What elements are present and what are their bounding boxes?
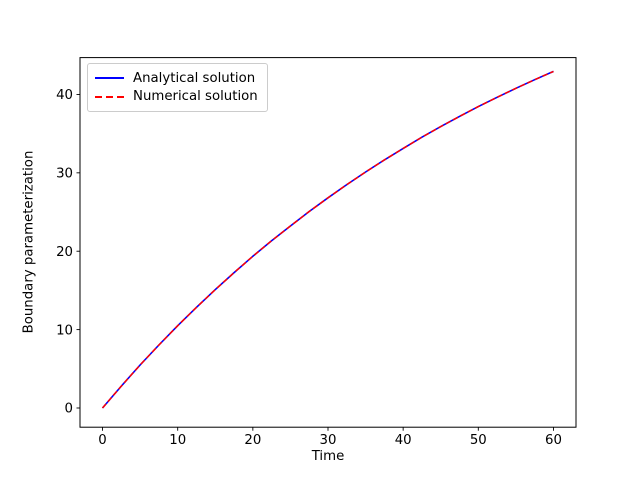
legend-entry-analytical: Analytical solution: [95, 69, 259, 88]
legend-label-analytical: Analytical solution: [133, 70, 256, 86]
analytical-curve: [101, 70, 554, 409]
axes-frame: [79, 57, 577, 428]
y-axis-label: Boundary parameterization: [21, 150, 37, 334]
x-tick-label: 10: [169, 433, 186, 448]
x-tick-label: 30: [320, 433, 337, 448]
analytical-solution-line-sample: [95, 77, 124, 80]
x-tick-label: 20: [244, 433, 261, 448]
y-tick-label: 40: [56, 88, 73, 103]
x-tick-label: 60: [545, 433, 562, 448]
y-tick-label: 20: [56, 245, 73, 260]
x-tick-label: 50: [470, 433, 487, 448]
legend-entry-numerical: Numerical solution: [95, 88, 259, 107]
y-tick-label: 10: [56, 323, 73, 338]
numerical-curve: [101, 70, 554, 409]
legend: Analytical solution Numerical solution: [87, 63, 268, 112]
x-tick-label: 0: [98, 433, 106, 448]
numerical-solution-line-sample: [95, 95, 124, 98]
y-tick-label: 0: [65, 402, 73, 417]
x-tick-label: 40: [395, 433, 412, 448]
y-tick-label: 30: [56, 167, 73, 182]
legend-label-numerical: Numerical solution: [133, 89, 258, 105]
x-axis-label: Time: [311, 449, 345, 464]
